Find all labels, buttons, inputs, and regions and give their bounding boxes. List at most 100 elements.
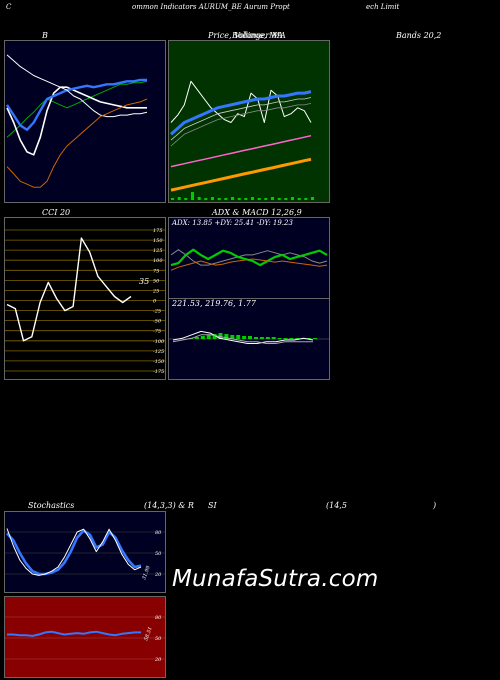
- price-panel: [168, 40, 330, 203]
- bollinger-series-2: [5, 78, 147, 132]
- cci-line: [6, 237, 132, 342]
- macd-histogram-bar: [277, 338, 282, 339]
- macd-histogram-bar: [206, 335, 211, 339]
- bollinger-title: B: [42, 31, 48, 40]
- bollinger-chart: [5, 54, 148, 188]
- stoch-tick-label: 20: [154, 572, 162, 578]
- macd-histogram-bar: [200, 336, 205, 339]
- adx-title: ADX & MACD 12,26,9: [212, 208, 302, 217]
- macd-signal-line: [172, 334, 313, 344]
- minus-di-line: [170, 258, 328, 271]
- cci-tick-label: 0: [153, 299, 157, 305]
- macd-values: 221.53, 219.76, 1.77: [172, 299, 256, 308]
- volume-bar: [297, 198, 301, 200]
- header-c: C: [6, 3, 12, 11]
- bollinger-series-3: [6, 54, 148, 118]
- cci-tick-label: -75: [153, 329, 161, 335]
- stoch-title: Stochastics: [28, 501, 75, 510]
- volume-bar: [177, 197, 181, 200]
- macd-histogram-bar: [236, 335, 241, 339]
- bollinger-series-4: [6, 98, 148, 188]
- cci-tick-label: -50: [153, 319, 162, 325]
- rsi-panel: 80 50 20 58.51: [4, 596, 166, 678]
- volume-bar: [217, 198, 221, 200]
- stochastics-panel: 80 50 20 31.99: [4, 511, 166, 593]
- macd-histogram-bar: [218, 333, 223, 339]
- cci-panel: 175 150 125 100 75 50 25 0 -25 -50 -75 -100 -125 -150…: [4, 217, 166, 380]
- cci-chart: 175 150 125 100 75 50 25 0 -25 -50 -75 -100 -125 -150…: [5, 228, 165, 375]
- price-title: Price, Volume, MA: [208, 31, 284, 40]
- volume-bar: [304, 198, 308, 200]
- price-ma-line: [170, 90, 312, 136]
- macd-line: [172, 330, 314, 344]
- cci-tick-label: -100: [153, 339, 165, 345]
- rsi-tick-label: 80: [155, 615, 162, 621]
- volume-bar: [251, 197, 254, 200]
- macd-histogram-bar: [254, 337, 258, 339]
- macd-histogram-bar: [283, 338, 288, 339]
- cci-tick-label: 75: [153, 268, 159, 274]
- volume-bar: [224, 198, 228, 200]
- volume-bar: [284, 198, 288, 200]
- volume-bar: [257, 198, 261, 200]
- macd-histogram-bar: [271, 337, 276, 339]
- stoch-title-4: (14,5: [326, 501, 347, 510]
- volume-bar: [277, 198, 281, 200]
- macd-panel: [168, 298, 330, 380]
- cci-tick-label: -175: [153, 369, 164, 375]
- macd-histogram-bar: [194, 337, 199, 339]
- volume-ma: [170, 157, 312, 192]
- macd-histogram-bar: [230, 335, 235, 339]
- macd-histogram-bar: [265, 337, 270, 339]
- cci-tick-label: 25: [152, 288, 159, 294]
- rsi-line: [7, 630, 141, 637]
- rsi-chart: 80 50 20 58.51: [5, 615, 165, 663]
- adx-values: ADX: 13.85 +DY: 25.41 -DY: 19.23: [172, 219, 293, 227]
- bollinger-panel: [4, 40, 166, 203]
- cci-tick-label: 175: [153, 228, 163, 234]
- stoch-title-5: ): [433, 501, 437, 510]
- price-band-lower: [170, 103, 312, 147]
- rsi-value-label: 58.51: [143, 626, 154, 642]
- stoch-d-line: [6, 528, 142, 576]
- macd-histogram-bar: [307, 338, 312, 339]
- price-long-ma: [170, 134, 312, 168]
- price-band-upper: [170, 97, 312, 141]
- cci-tick-label: -150: [153, 359, 165, 365]
- macd-histogram-bar: [212, 334, 217, 339]
- macd-histogram-bar: [242, 336, 247, 339]
- cci-tick-label: 100: [153, 258, 163, 264]
- cci-tick-label: 50: [153, 278, 160, 284]
- stoch-title-3: SI: [208, 501, 217, 510]
- cci-tick-label: -125: [153, 349, 164, 355]
- stoch-tick-label: 80: [155, 530, 162, 536]
- macd-histogram-bar: [248, 336, 252, 339]
- adx-panel: [168, 217, 330, 299]
- header-title: ommon Indicators AURUM_BE Aurum Propt: [132, 3, 290, 11]
- volume-bar: [244, 198, 248, 200]
- macd-histogram-bar: [295, 338, 300, 339]
- macd-histogram-bar: [289, 338, 294, 339]
- cci-value-label: 35: [139, 277, 149, 286]
- price-chart: [170, 80, 314, 200]
- macd-histogram-bar: [259, 337, 264, 339]
- macd-histogram-bar: [313, 338, 317, 339]
- price-line: [170, 80, 312, 123]
- cci-title: CCI 20: [42, 208, 71, 217]
- cci-tick-label: -25: [153, 309, 161, 315]
- volume-bar: [204, 198, 208, 200]
- rsi-tick-label: 20: [154, 657, 162, 663]
- header-title-right: ech Limit: [366, 3, 400, 11]
- stoch-k-line: [6, 529, 142, 576]
- watermark: MunafaSutra.com: [172, 566, 379, 592]
- stoch-value-label: 31.99: [141, 564, 152, 580]
- volume-bar: [211, 197, 214, 200]
- volume-bar: [191, 192, 194, 200]
- adx-chart: [170, 248, 328, 271]
- bollinger-series-0: [6, 80, 148, 138]
- volume-bar: [184, 198, 188, 200]
- price-title-2: Bollinger MA: [232, 31, 286, 40]
- bands-right-title: Bands 20,2: [396, 31, 442, 40]
- cci-tick-label: 125: [153, 248, 163, 254]
- stoch-tick-label: 50: [155, 551, 162, 557]
